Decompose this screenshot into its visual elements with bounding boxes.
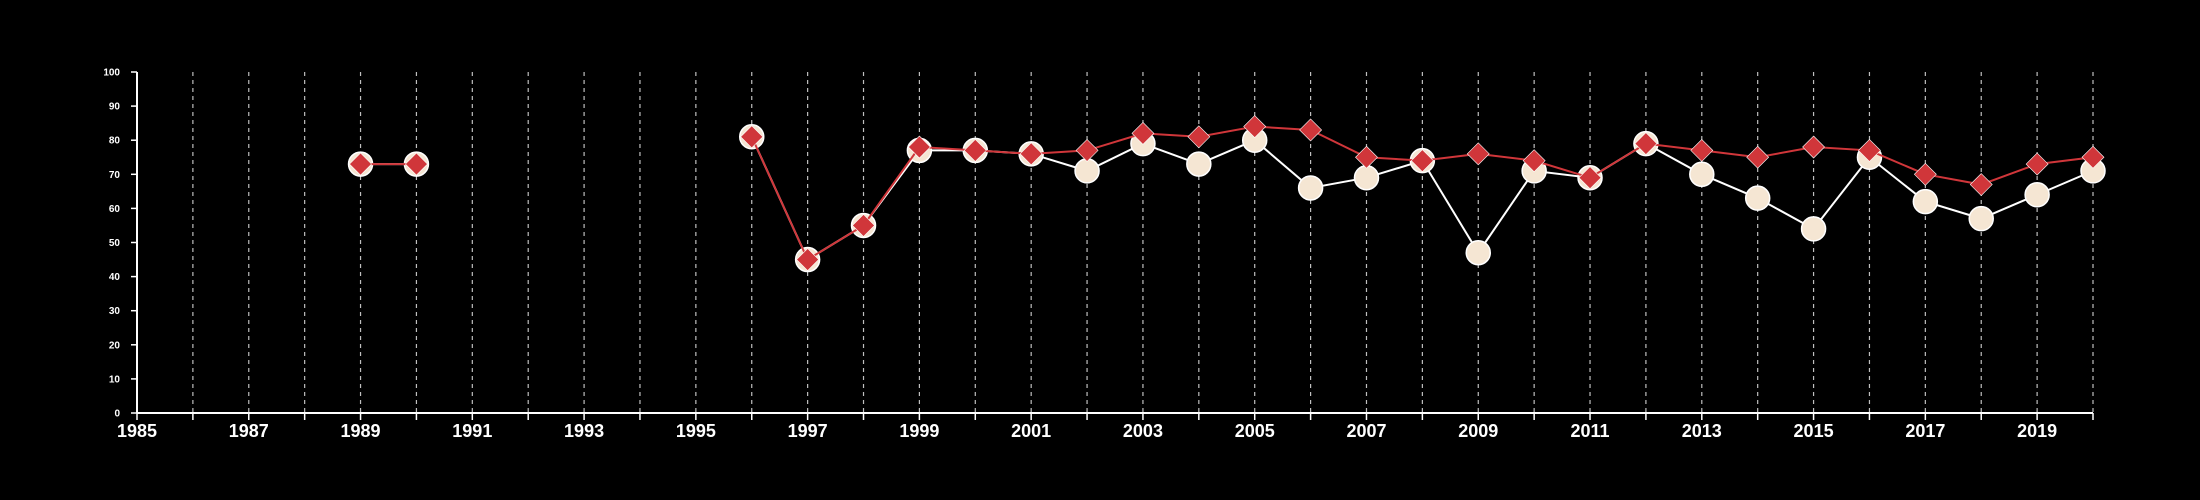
x-tick-label-2005: 2005 [1235,421,1275,441]
point-diamond-2000 [963,139,987,162]
point-circle-2017 [1912,188,1939,215]
point-diamond-2012 [1634,132,1658,156]
series [347,115,2106,273]
y-tick-label-90: 90 [109,102,121,113]
x-tick-label-2001: 2001 [1011,421,1051,441]
point-circle-2019 [2024,182,2050,208]
y-tick-label-70: 70 [109,170,121,181]
point-diamond-1990 [405,152,428,176]
point-diamond-2009 [1466,142,1490,166]
point-diamond-2017 [1913,162,1937,186]
y-tick-label-50: 50 [109,238,121,249]
point-diamond-2010 [1522,149,1546,173]
y-tick-label-0: 0 [114,409,120,420]
point-diamond-1998 [852,214,875,237]
point-diamond-2006 [1299,118,1323,142]
point-circle-2015 [1800,216,1827,242]
point-diamond-1989 [349,152,372,176]
axes: 0 10 20 30 40 50 60 70 80 90 100 1985 1987 1989 1991 19… [103,68,2094,441]
x-tick-label-2007: 2007 [1346,421,1386,441]
point-diamond-2015 [1802,135,1825,159]
x-tick-label-1989: 1989 [341,421,381,441]
point-diamond-2002 [1075,139,1099,162]
x-tick-label-1995: 1995 [676,421,716,441]
point-circle-2018 [1968,205,1994,232]
point-diamond-2007 [1355,145,1378,169]
point-diamond-1996 [740,125,764,149]
point-diamond-2019 [2025,152,2049,176]
point-circle-2004 [1186,151,1212,177]
point-diamond-1997 [796,248,820,271]
series-1 [349,115,2105,271]
point-diamond-2003 [1131,121,1155,145]
x-tick-label-2017: 2017 [1905,421,1945,441]
point-circle-2006 [1297,175,1324,201]
x-tick-label-1993: 1993 [564,421,604,441]
point-circle-2002 [1074,158,1100,184]
point-circle-2014 [1744,185,1771,211]
grid [192,72,2094,413]
point-diamond-2014 [1746,145,1770,169]
x-tick-label-2019: 2019 [2017,421,2057,441]
point-circle-2013 [1689,161,1715,188]
point-diamond-2016 [1858,139,1881,162]
point-circle-2007 [1353,164,1380,191]
y-tick-label-40: 40 [109,272,121,283]
x-tick-label-2015: 2015 [1794,421,1834,441]
x-tick-label-1997: 1997 [788,421,828,441]
point-diamond-2018 [1969,173,1993,196]
point-diamond-2001 [1019,142,1043,166]
x-tick-label-1987: 1987 [229,421,269,441]
point-diamond-2005 [1243,115,1267,138]
y-tick-label-100: 100 [103,68,120,79]
y-tick-label-80: 80 [109,136,121,147]
y-tick-label-60: 60 [109,204,121,215]
x-tick-label-1991: 1991 [452,421,492,441]
x-tick-label-2009: 2009 [1458,421,1498,441]
point-diamond-2008 [1410,149,1434,173]
point-diamond-1999 [907,135,931,159]
point-diamond-2020 [2081,145,2105,169]
x-tick-label-1985: 1985 [117,421,157,441]
y-tick-label-10: 10 [109,374,121,385]
point-circle-2009 [1465,239,1492,266]
x-tick-label-2013: 2013 [1682,421,1722,441]
y-tick-label-20: 20 [109,340,121,351]
x-tick-label-2011: 2011 [1570,421,1609,441]
point-diamond-2013 [1690,139,1714,162]
y-tick-label-30: 30 [109,306,121,317]
point-diamond-2004 [1187,125,1211,149]
x-tick-label-2003: 2003 [1123,421,1163,441]
point-diamond-2011 [1578,166,1602,190]
x-tick-label-1999: 1999 [899,421,939,441]
